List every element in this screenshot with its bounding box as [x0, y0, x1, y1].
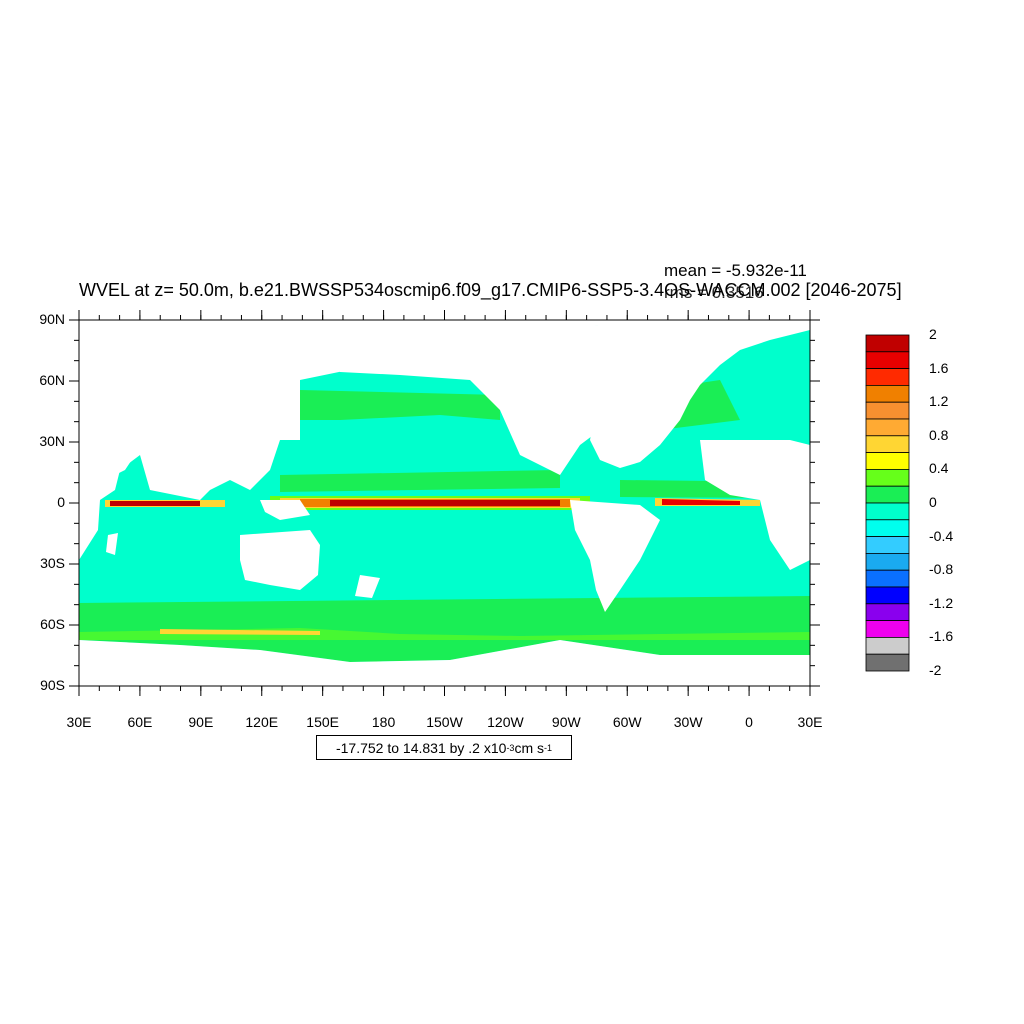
- x-tick-label: 30E: [797, 714, 823, 730]
- colorbar-label: -1.2: [929, 594, 954, 611]
- y-tick-label: 60N: [39, 372, 65, 388]
- colorbar-label: -2: [929, 662, 942, 678]
- contour-info-exponent: -3: [506, 742, 515, 753]
- contour-info-unit: cm s: [514, 739, 545, 756]
- plot-title: WVEL at z= 50.0m, b.e21.BWSSP534oscmip6.…: [79, 280, 902, 300]
- rms-label: rms = 0.3516: [664, 283, 764, 302]
- x-tick-label: 90W: [551, 714, 581, 730]
- north-pacific-band: [300, 390, 500, 420]
- colorbar-swatch: [865, 569, 910, 588]
- colorbar-label: 0.4: [929, 460, 949, 477]
- colorbar-swatch: [865, 435, 910, 453]
- colorbar-label: 2: [929, 326, 937, 342]
- y-tick-label: 60S: [40, 616, 65, 632]
- colorbar-swatch: [865, 620, 910, 638]
- contour-info-box: -17.752 to 14.831 by .2 x10 -3 cm s -1: [316, 735, 572, 760]
- colorbar-swatch: [865, 368, 910, 386]
- colorbar-swatch: [865, 468, 910, 487]
- southern-ocean-band: [79, 596, 810, 662]
- x-tick-label: 30E: [66, 714, 92, 730]
- colorbar-swatch: [865, 334, 910, 353]
- colorbar-label: -0.4: [929, 527, 954, 544]
- colorbar-swatch: [865, 351, 910, 369]
- colorbar-swatch: [865, 485, 910, 504]
- colorbar-swatch: [865, 603, 910, 621]
- colorbar-label: -0.8: [929, 561, 954, 578]
- colorbar-label: 1.2: [929, 393, 949, 410]
- colorbar-swatch: [865, 586, 910, 605]
- y-tick-label: 0: [57, 494, 65, 510]
- colorbar-swatch: [865, 452, 910, 470]
- colorbar-label: 0: [929, 494, 937, 510]
- contour-info-unit-exponent: -1: [544, 742, 553, 753]
- colorbar-label: -1.6: [929, 628, 954, 645]
- x-tick-label: 30W: [673, 714, 703, 730]
- colorbar-swatch: [865, 401, 910, 420]
- x-tick-label: 120E: [245, 714, 279, 730]
- colorbar-label: 0.8: [929, 426, 949, 443]
- contour-info-text: -17.752 to 14.831 by .2 x10: [335, 739, 507, 756]
- x-tick-label: 150E: [306, 714, 340, 730]
- x-tick-label: 60E: [127, 714, 153, 730]
- colorbar-swatch: [865, 653, 910, 672]
- colorbar-swatch: [865, 553, 910, 571]
- colorbar-label: 1.6: [929, 359, 949, 376]
- colorbar-swatch: [865, 502, 910, 521]
- colorbar-swatch: [865, 637, 910, 655]
- axis-ticks: [69, 310, 820, 696]
- colorbar-swatch: [865, 519, 910, 537]
- y-tick-label: 90N: [39, 311, 65, 327]
- x-tick-label: 120W: [487, 714, 524, 730]
- colorbar-swatch: [865, 384, 910, 403]
- y-tick-label: 30N: [39, 433, 65, 449]
- x-tick-label: 150W: [426, 714, 463, 730]
- equator-strong-upwelling: [330, 500, 560, 506]
- land-masses: [79, 320, 810, 686]
- colorbar: [865, 334, 910, 672]
- colorbar-swatch: [865, 418, 910, 437]
- y-tick-label: 90S: [40, 677, 65, 693]
- colorbar-swatch: [865, 536, 910, 554]
- x-tick-label: 60W: [612, 714, 642, 730]
- y-tick-label: 30S: [40, 555, 65, 571]
- x-tick-label: 90E: [188, 714, 214, 730]
- x-tick-label: 180: [371, 714, 396, 730]
- x-tick-label: 0: [745, 714, 753, 730]
- mean-label: mean = -5.932e-11: [664, 261, 807, 280]
